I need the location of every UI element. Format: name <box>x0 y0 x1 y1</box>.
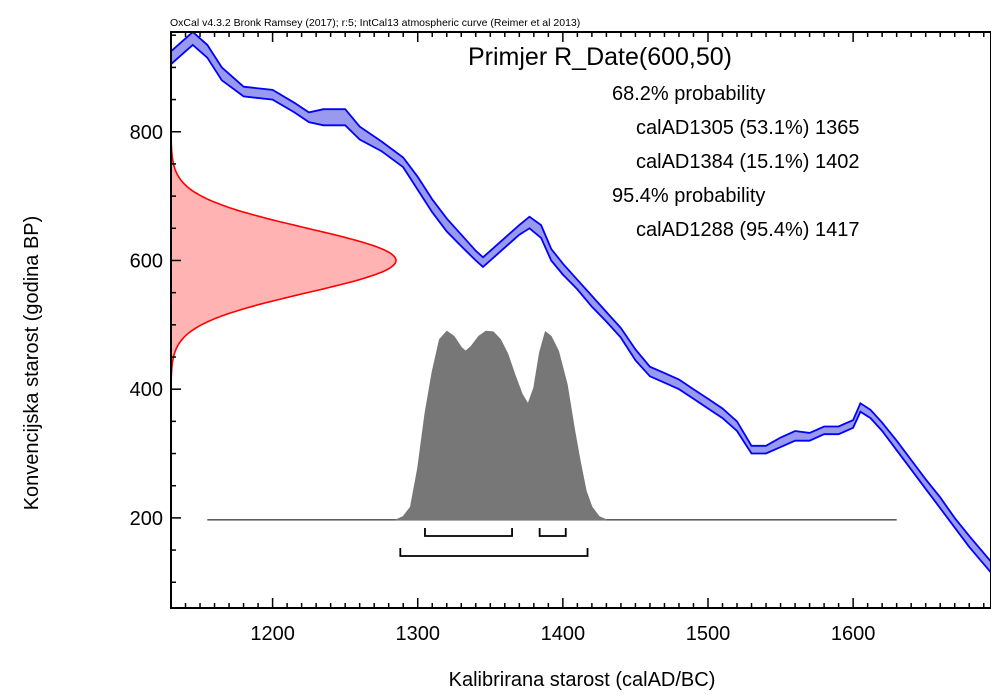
x-tick-label: 1200 <box>250 623 295 645</box>
y-tick-label: 200 <box>130 508 163 530</box>
x-tick-label: 1400 <box>541 623 586 645</box>
plot-frame <box>170 31 991 609</box>
posterior-distribution <box>395 330 607 521</box>
chart-title: Primjer R_Date(600,50) <box>468 43 732 71</box>
y-tick-label: 600 <box>130 250 163 272</box>
calibration-curve-upper <box>171 32 991 563</box>
range-68-bracket <box>538 528 567 537</box>
probability-range-text: calAD1384 (15.1%) 1402 <box>636 151 859 173</box>
y-tick-label: 800 <box>130 122 163 144</box>
probability-heading: 68.2% probability <box>612 83 765 105</box>
y-axis-label: Konvencijska starost (godina BP) <box>21 216 43 511</box>
range-95-bracket <box>399 548 589 557</box>
probability-legend: 68.2% probability calAD1305 (53.1%) 1365 c… <box>612 83 859 241</box>
probability-range-text: calAD1288 (95.4%) 1417 <box>636 219 859 241</box>
x-tick-label: 1600 <box>831 623 876 645</box>
range-68-bracket <box>424 528 513 537</box>
x-tick-label: 1500 <box>686 623 731 645</box>
plot-content <box>171 32 991 574</box>
probability-heading: 95.4% probability <box>612 185 765 207</box>
x-tick-label: 1300 <box>395 623 440 645</box>
probability-range-text: calAD1305 (53.1%) 1365 <box>636 117 859 139</box>
x-axis-label: Kalibrirana starost (calAD/BC) <box>449 669 716 691</box>
radiocarbon-date-distribution <box>171 130 397 391</box>
calibration-curve-band <box>171 32 991 573</box>
credit-text: OxCal v4.3.2 Bronk Ramsey (2017); r:5; I… <box>170 17 580 29</box>
plot-area: 1200 1300 1400 1500 1600 200 400 600 800 <box>130 31 991 645</box>
y-tick-label: 400 <box>130 379 163 401</box>
calibration-curve-lower <box>171 43 991 574</box>
